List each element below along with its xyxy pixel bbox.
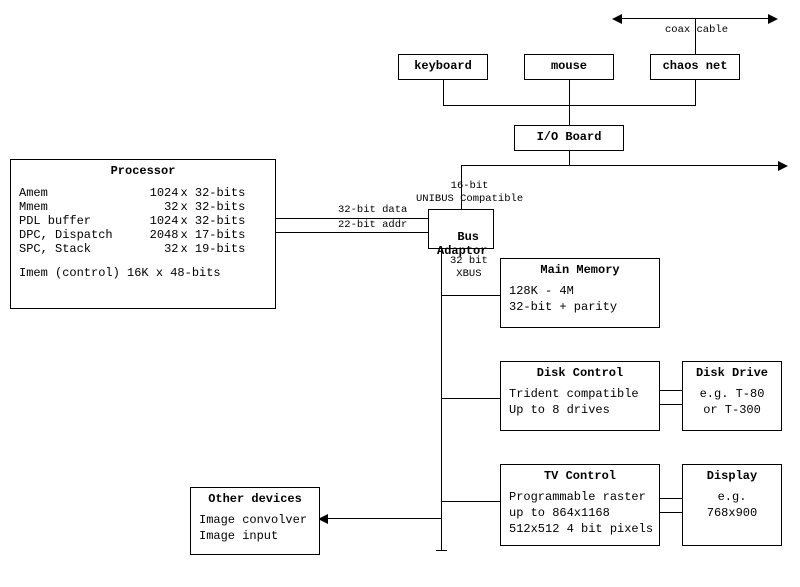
disk-drive-title: Disk Drive <box>691 366 773 380</box>
unibus-label: 16-bit UNIBUS Compatible <box>416 180 523 206</box>
tv-control-body: Programmable raster up to 864x1168 512x5… <box>509 489 651 538</box>
disk-control-box: Disk Control Trident compatible Up to 8 … <box>500 361 660 431</box>
keyboard-box: keyboard <box>398 54 488 80</box>
coax-arrow-right <box>768 14 778 24</box>
table-row: Amem1024x 32-bits <box>19 186 267 200</box>
main-memory-box: Main Memory 128K - 4M 32-bit + parity <box>500 258 660 328</box>
processor-imem: Imem (control) 16K x 48-bits <box>19 266 267 280</box>
io-drop <box>569 151 570 165</box>
unibus-rail <box>461 165 780 166</box>
tv-to-display-bot <box>660 512 682 513</box>
disk-drive-box: Disk Drive e.g. T-80 or T-300 <box>682 361 782 431</box>
kb-drop <box>443 80 444 105</box>
disk-drive-body: e.g. T-80 or T-300 <box>691 386 773 418</box>
table-row: DPC, Dispatch2048x 17-bits <box>19 228 267 242</box>
coax-arrow-left <box>612 14 622 24</box>
data-label: 32-bit data <box>338 204 407 217</box>
main-memory-title: Main Memory <box>509 263 651 277</box>
processor-table: Amem1024x 32-bits Mmem32x 32-bits PDL bu… <box>19 186 267 256</box>
xbus-to-other <box>326 518 441 519</box>
xbus-to-mem <box>441 295 500 296</box>
table-row: Mmem32x 32-bits <box>19 200 267 214</box>
display-box: Display e.g. 768x900 <box>682 464 782 546</box>
coax-label: coax cable <box>665 24 728 37</box>
keyboard-label: keyboard <box>414 59 472 73</box>
xbus-label: 32 bit XBUS <box>450 255 488 281</box>
chaos-drop <box>695 80 696 105</box>
mouse-label: mouse <box>551 59 587 73</box>
other-devices-box: Other devices Image convolver Image inpu… <box>190 487 320 555</box>
processor-title: Processor <box>19 164 267 178</box>
mouse-drop <box>569 80 570 105</box>
display-body: e.g. 768x900 <box>691 489 773 521</box>
io-board-box: I/O Board <box>514 125 624 151</box>
unibus-arrow <box>778 161 788 171</box>
chaosnet-box: chaos net <box>650 54 740 80</box>
tv-to-display-top <box>660 498 682 499</box>
other-body: Image convolver Image input <box>199 512 311 544</box>
bus-adaptor-title: Bus Adaptor <box>437 230 487 258</box>
bus-adaptor-box: Bus Adaptor <box>428 209 494 249</box>
xbus-to-disk <box>441 398 500 399</box>
xbus-bottom-cap <box>436 550 447 551</box>
disk-control-body: Trident compatible Up to 8 drives <box>509 386 651 418</box>
table-row: PDL buffer1024x 32-bits <box>19 214 267 228</box>
disk-control-title: Disk Control <box>509 366 651 380</box>
diskc-to-drive-bot <box>660 404 682 405</box>
coax-to-chaosnet <box>695 18 696 54</box>
mouse-box: mouse <box>524 54 614 80</box>
tv-control-title: TV Control <box>509 469 651 483</box>
processor-box: Processor Amem1024x 32-bits Mmem32x 32-b… <box>10 159 276 309</box>
addr-label: 22-bit addr <box>338 219 407 232</box>
table-row: SPC, Stack32x 19-bits <box>19 242 267 256</box>
main-memory-body: 128K - 4M 32-bit + parity <box>509 283 651 315</box>
chaosnet-label: chaos net <box>663 59 728 73</box>
display-title: Display <box>691 469 773 483</box>
xbus-to-tv <box>441 501 500 502</box>
tv-control-box: TV Control Programmable raster up to 864… <box>500 464 660 546</box>
other-title: Other devices <box>199 492 311 506</box>
rail-to-io <box>569 105 570 125</box>
diskc-to-drive-top <box>660 390 682 391</box>
proc-bus-bot <box>276 232 428 233</box>
io-board-label: I/O Board <box>537 130 602 144</box>
